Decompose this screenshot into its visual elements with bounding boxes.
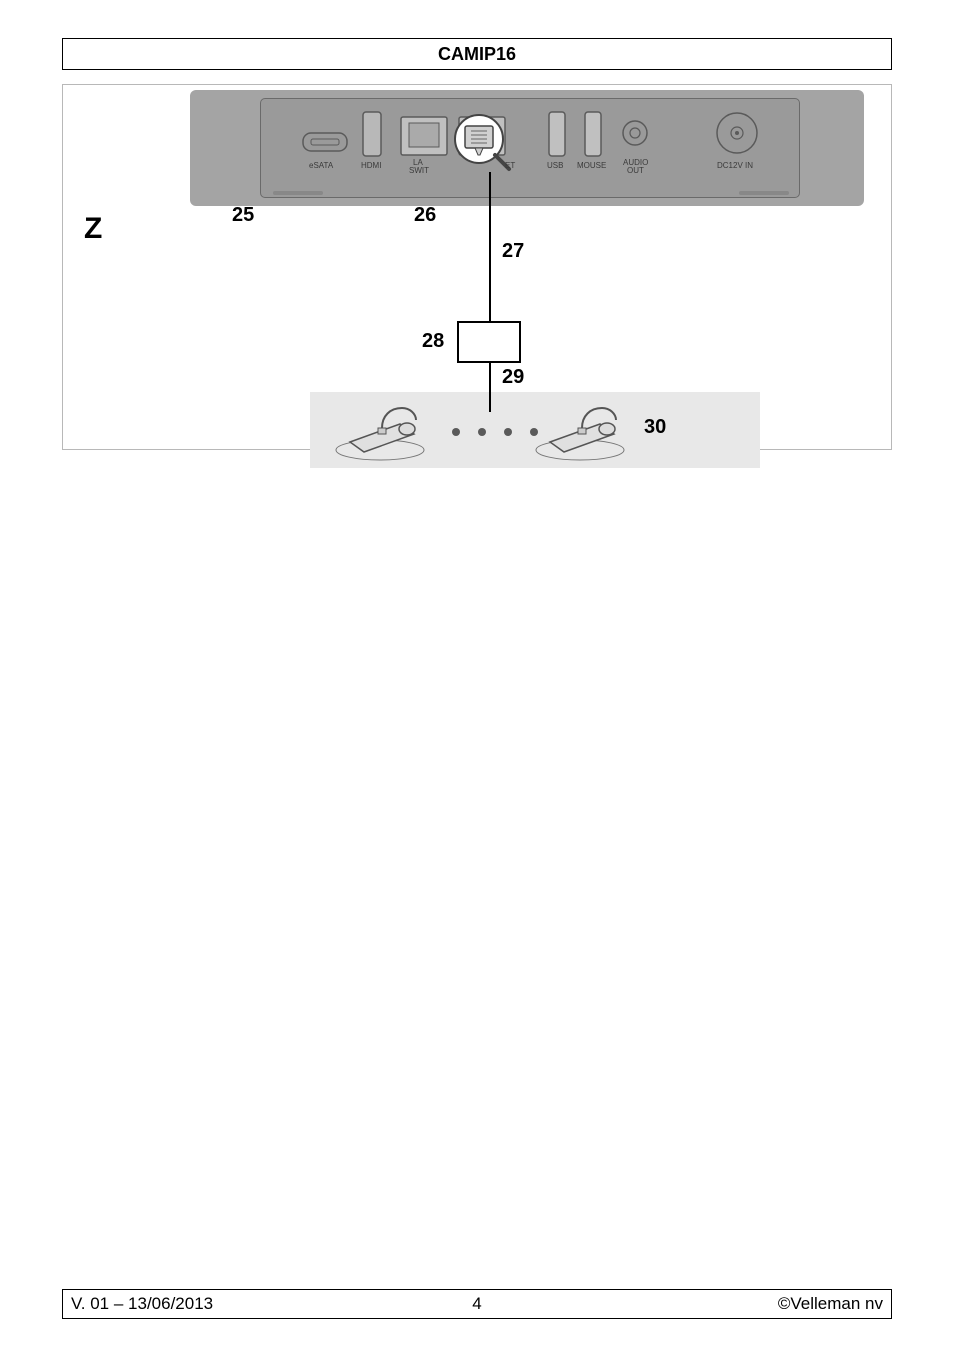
port-label-mouse: MOUSE: [577, 161, 606, 170]
callout-29: 29: [502, 366, 524, 389]
footer-version-date: V. 01 – 13/06/2013: [71, 1294, 213, 1314]
section-label: Z: [84, 212, 102, 246]
diagram: eSATA HDMI LA SWIT ET USB MOUSE AUDIO OU…: [190, 90, 882, 444]
callout-27: 27: [502, 240, 524, 263]
callout-28: 28: [422, 330, 444, 353]
camera-icon: [530, 392, 650, 468]
footer: V. 01 – 13/06/2013 4 ©Velleman nv: [62, 1289, 892, 1319]
port-label-hdmi: HDMI: [361, 161, 381, 170]
callout-26: 26: [414, 204, 436, 227]
port-label-audio2: OUT: [627, 166, 644, 175]
camera-icon: [330, 392, 450, 468]
device-inner-panel: eSATA HDMI LA SWIT ET USB MOUSE AUDIO OU…: [260, 98, 800, 198]
magnifier-icon: [449, 111, 519, 181]
port-label-et: ET: [505, 161, 515, 170]
port-label-dc: DC12V IN: [717, 161, 753, 170]
footer-page-number: 4: [472, 1294, 481, 1314]
header-box: CAMIP16: [62, 38, 892, 70]
callout-25: 25: [232, 204, 254, 227]
port-label-lan-bottom: SWIT: [409, 166, 429, 175]
footer-copyright: ©Velleman nv: [778, 1294, 883, 1314]
device-ports-svg: [261, 99, 801, 199]
port-label-esata: eSATA: [309, 161, 333, 170]
port-label-usb: USB: [547, 161, 563, 170]
page-title: CAMIP16: [438, 44, 516, 65]
